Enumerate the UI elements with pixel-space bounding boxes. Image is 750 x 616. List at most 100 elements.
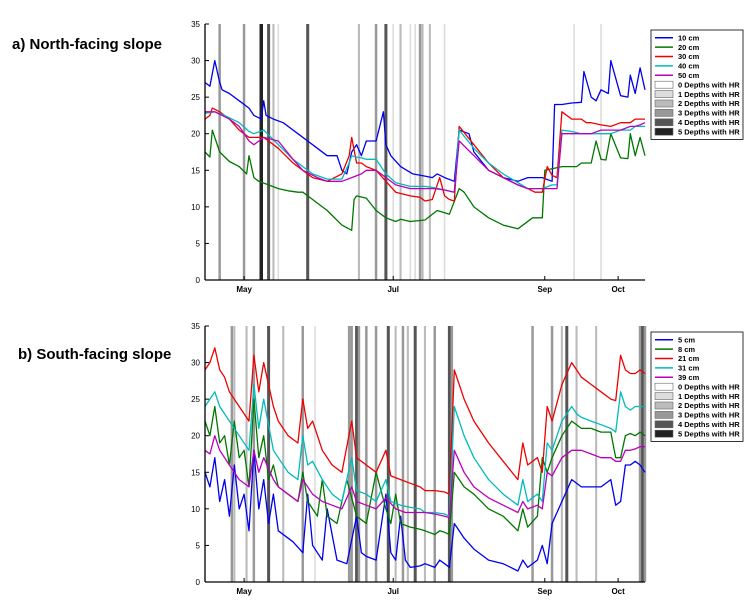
x-tick-label: Oct	[611, 587, 625, 596]
hr-band	[357, 24, 360, 280]
legend-swatch	[654, 109, 674, 117]
hr-band	[575, 326, 578, 582]
legend-label: 3 Depths with HR	[678, 411, 740, 420]
legend-label: 39 cm	[678, 373, 700, 382]
legend-label: 4 Depths with HR	[678, 118, 740, 127]
panel-a-title: a) North-facing slope	[12, 36, 163, 53]
hr-band	[433, 326, 436, 582]
legend-swatch	[654, 401, 674, 410]
hr-band	[418, 24, 422, 280]
y-tick-label: 30	[191, 57, 200, 66]
legend-label: 30 cm	[678, 52, 700, 61]
legend-label: 5 Depths with HR	[678, 429, 740, 438]
legend-label: 2 Depths with HR	[678, 99, 740, 108]
legend-label: 1 Depths with HR	[678, 90, 740, 99]
legend-label: 50 cm	[678, 71, 700, 80]
hr-band	[641, 326, 645, 582]
hr-band	[392, 24, 394, 280]
series-line-10-cm	[204, 59, 646, 182]
legend-label: 8 cm	[678, 345, 695, 354]
legend-label: 5 cm	[678, 335, 695, 344]
y-tick-label: 15	[191, 166, 200, 175]
legend-label: 0 Depths with HR	[678, 382, 740, 391]
x-tick-label: Jul	[387, 285, 399, 294]
legend-swatch	[654, 382, 674, 391]
y-tick-label: 0	[196, 578, 201, 587]
y-tick-label: 20	[191, 432, 200, 441]
hr-band	[595, 326, 598, 582]
hr-band	[421, 24, 424, 280]
hr-band	[423, 326, 426, 582]
hr-band	[560, 326, 563, 582]
legend-swatch	[654, 99, 674, 108]
y-tick-label: 25	[191, 395, 200, 404]
x-tick-label: Sep	[537, 285, 552, 294]
legend-label: 5 Depths with HR	[678, 127, 740, 136]
y-tick-label: 10	[191, 505, 200, 514]
legend-swatch	[654, 118, 674, 127]
legend-swatch	[654, 392, 674, 400]
legend-label: 21 cm	[678, 354, 700, 363]
hr-band	[531, 326, 534, 582]
legend-label: 3 Depths with HR	[678, 109, 740, 118]
x-tick-label: May	[236, 587, 252, 596]
hr-band	[267, 326, 271, 582]
y-tick-label: 15	[191, 468, 200, 477]
y-tick-label: 5	[196, 541, 201, 550]
y-tick-label: 30	[191, 359, 200, 368]
hr-band	[267, 24, 271, 280]
y-tick-label: 5	[196, 239, 201, 248]
hr-band	[394, 326, 397, 582]
hr-band	[282, 326, 285, 582]
legend-label: 40 cm	[678, 62, 700, 71]
hr-band	[413, 326, 417, 582]
hr-band	[245, 326, 248, 582]
hr-band	[386, 326, 390, 582]
hr-band	[374, 326, 378, 582]
series-line-8-cm	[204, 398, 646, 536]
hr-band	[406, 326, 409, 582]
legend-swatch	[654, 411, 674, 419]
hr-band	[384, 24, 388, 280]
legend-swatch	[654, 90, 674, 98]
y-tick-label: 20	[191, 130, 200, 139]
x-tick-label: Sep	[537, 587, 552, 596]
y-tick-label: 10	[191, 203, 200, 212]
hr-band	[233, 326, 236, 582]
hr-band	[306, 24, 310, 280]
hr-band	[600, 24, 602, 280]
x-tick-label: Oct	[611, 285, 625, 294]
hr-band	[374, 24, 378, 280]
hr-band	[365, 326, 368, 582]
hr-band	[638, 326, 642, 582]
hr-band	[301, 326, 304, 582]
x-tick-label: May	[236, 285, 252, 294]
legend-label: 0 Depths with HR	[678, 80, 740, 89]
hr-band	[643, 326, 647, 582]
y-tick-label: 25	[191, 93, 200, 102]
hr-band	[272, 24, 275, 280]
y-tick-label: 0	[196, 276, 201, 285]
hr-band	[347, 326, 351, 582]
hr-band	[447, 326, 451, 582]
hr-band	[443, 24, 446, 280]
hr-band	[314, 326, 316, 582]
panel-b-title: b) South-facing slope	[18, 346, 172, 363]
hr-band	[409, 24, 412, 280]
hr-band	[350, 326, 353, 582]
hr-band	[550, 326, 554, 582]
y-tick-label: 35	[191, 20, 200, 29]
series-line-21-cm	[204, 347, 646, 495]
x-tick-label: Jul	[387, 587, 399, 596]
legend-swatch	[654, 80, 674, 89]
hr-band	[428, 24, 431, 280]
hr-band	[242, 24, 246, 280]
hr-band	[414, 24, 416, 280]
legend-label: 1 Depths with HR	[678, 392, 740, 401]
series-line-50-cm	[205, 111, 646, 193]
legend-swatch	[654, 429, 674, 438]
